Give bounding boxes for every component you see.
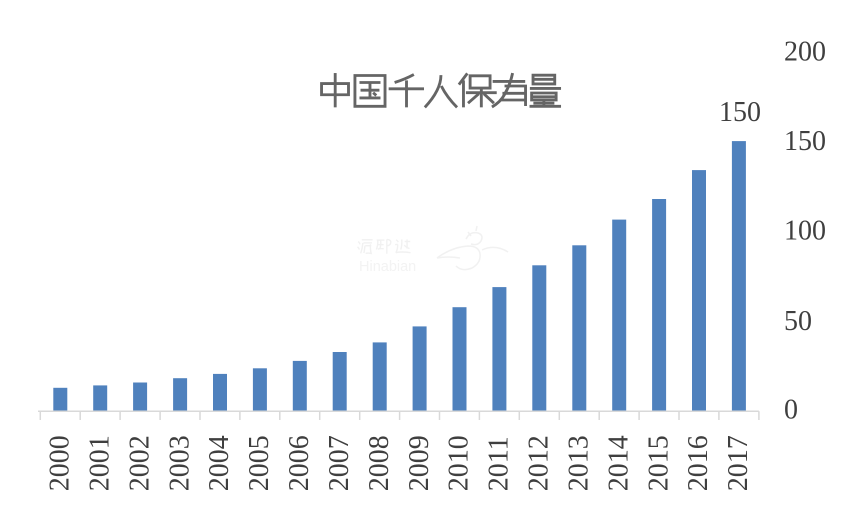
svg-text:2016: 2016 (683, 435, 714, 491)
svg-text:2003: 2003 (164, 435, 195, 491)
svg-text:150: 150 (784, 126, 826, 157)
svg-text:2017: 2017 (723, 435, 754, 491)
svg-text:2005: 2005 (244, 435, 275, 491)
svg-text:200: 200 (784, 37, 826, 68)
svg-text:2009: 2009 (404, 435, 435, 491)
svg-text:2012: 2012 (524, 435, 555, 491)
svg-text:2010: 2010 (444, 435, 475, 491)
svg-text:50: 50 (784, 306, 812, 337)
svg-text:2000: 2000 (45, 435, 76, 491)
svg-text:2001: 2001 (84, 435, 115, 491)
svg-text:2008: 2008 (364, 435, 395, 491)
svg-text:Hinabian: Hinabian (359, 259, 416, 275)
svg-text:2015: 2015 (643, 435, 674, 491)
svg-text:2007: 2007 (324, 435, 355, 491)
svg-text:2014: 2014 (603, 435, 634, 491)
svg-text:100: 100 (784, 216, 826, 247)
svg-text:2006: 2006 (284, 435, 315, 491)
svg-text:150: 150 (719, 97, 761, 128)
svg-text:2011: 2011 (484, 436, 515, 491)
svg-text:2013: 2013 (564, 435, 595, 491)
svg-text:2002: 2002 (124, 435, 155, 491)
svg-text:0: 0 (784, 395, 798, 426)
svg-text:2004: 2004 (204, 435, 235, 491)
